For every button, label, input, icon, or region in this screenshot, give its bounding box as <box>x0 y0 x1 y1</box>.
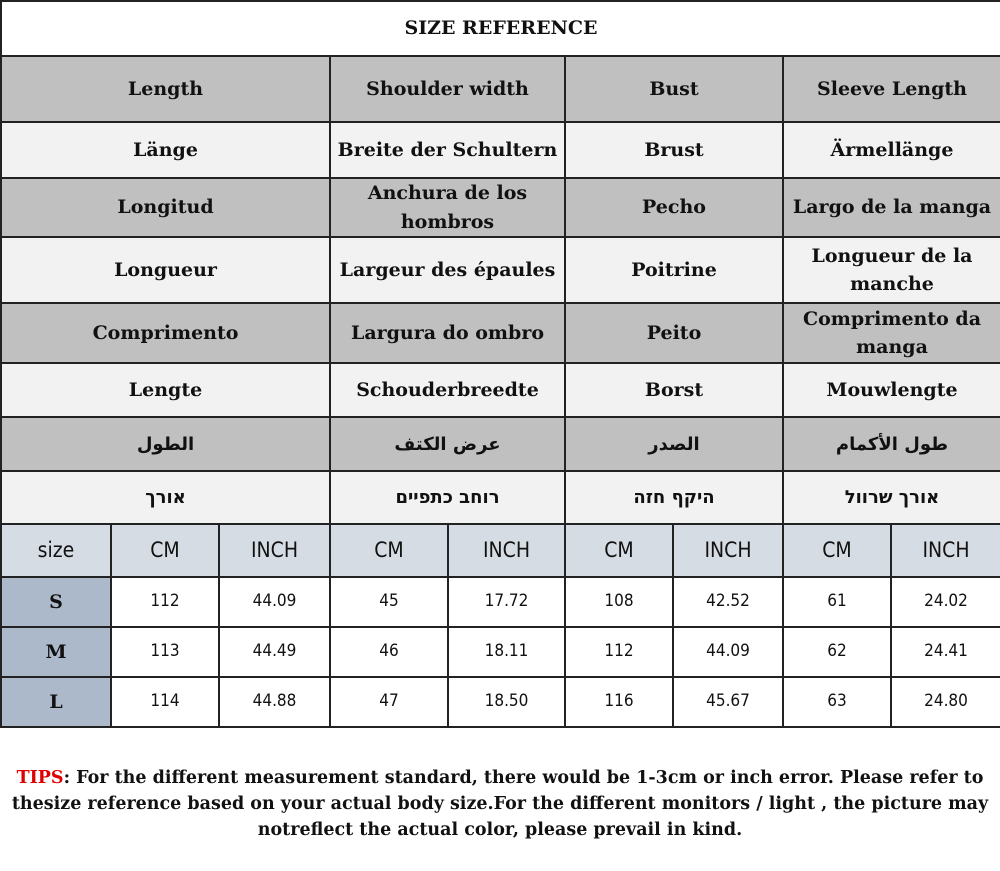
measurement-cell: 61 <box>782 576 892 628</box>
measurement-cell: 47 <box>329 676 449 728</box>
header-row: Länge Breite der Schultern Brust Ärmellänge <box>0 121 1000 179</box>
header-row: אורך רוחב כתפיים היקף חזה אורך שרוול <box>0 470 1000 525</box>
header-row: Longueur Largeur des épaules Poitrine Longu… <box>0 236 1000 304</box>
measurement-cell: 113 <box>110 626 220 678</box>
header-cell: عرض الكتف <box>329 416 566 472</box>
measurement-cell: 62 <box>782 626 892 678</box>
measurement-cell: 18.50 <box>447 676 566 728</box>
header-row: Comprimento Largura do ombro Peito Comprime… <box>0 302 1000 364</box>
measurement-cell: 44.09 <box>218 576 331 628</box>
header-cell: רוחב כתפיים <box>329 470 566 525</box>
header-cell: Longueur <box>0 236 331 304</box>
header-cell: Largeur des épaules <box>329 236 566 304</box>
chart-title: SIZE REFERENCE <box>0 0 1000 57</box>
table-row: M 113 44.49 46 18.11 112 44.09 62 24.41 <box>0 626 1000 678</box>
measurement-cell: 45 <box>329 576 449 628</box>
tips-text: : For the different measurement standard… <box>11 768 989 840</box>
header-cell: Bust <box>564 55 784 123</box>
header-row: الطول عرض الكتف الصدر طول الأكمام <box>0 416 1000 472</box>
measurement-cell: 18.11 <box>447 626 566 678</box>
header-cell: Longitud <box>0 177 331 238</box>
measurement-cell: 116 <box>564 676 674 728</box>
header-cell: Comprimento <box>0 302 331 364</box>
unit-header: CM <box>110 523 220 578</box>
unit-header: INCH <box>890 523 1000 578</box>
tips-label: TIPS <box>16 768 64 788</box>
measurement-cell: 45.67 <box>672 676 784 728</box>
unit-header: INCH <box>218 523 331 578</box>
unit-header: CM <box>329 523 449 578</box>
units-row: size CM INCH CM INCH CM INCH CM INCH <box>0 523 1000 578</box>
measurement-cell: 44.88 <box>218 676 331 728</box>
measurement-cell: 44.49 <box>218 626 331 678</box>
header-row: Length Shoulder width Bust Sleeve Length <box>0 55 1000 123</box>
header-cell: אורך <box>0 470 331 525</box>
measurement-cell: 24.02 <box>890 576 1000 628</box>
unit-header: INCH <box>672 523 784 578</box>
measurement-cell: 24.80 <box>890 676 1000 728</box>
unit-header: size <box>0 523 112 578</box>
measurement-cell: 44.09 <box>672 626 784 678</box>
header-cell: Sleeve Length <box>782 55 1000 123</box>
header-cell: Longueur de la manche <box>782 236 1000 304</box>
unit-header: CM <box>782 523 892 578</box>
size-label: S <box>0 576 112 628</box>
header-cell: Shoulder width <box>329 55 566 123</box>
header-cell: Breite der Schultern <box>329 121 566 179</box>
header-cell: Largura do ombro <box>329 302 566 364</box>
header-cell: Length <box>0 55 331 123</box>
header-row: Longitud Anchura de los hombros Pecho Largo… <box>0 177 1000 238</box>
header-cell: طول الأكمام <box>782 416 1000 472</box>
header-cell: Schouderbreedte <box>329 362 566 418</box>
unit-header: INCH <box>447 523 566 578</box>
measurement-cell: 42.52 <box>672 576 784 628</box>
tips-note: TIPS: For the different measurement stan… <box>6 765 994 843</box>
header-cell: Brust <box>564 121 784 179</box>
header-cell: الصدر <box>564 416 784 472</box>
measurement-cell: 112 <box>110 576 220 628</box>
header-cell: Mouwlengte <box>782 362 1000 418</box>
header-cell: Länge <box>0 121 331 179</box>
header-cell: Ärmellänge <box>782 121 1000 179</box>
header-cell: الطول <box>0 416 331 472</box>
measurement-cell: 24.41 <box>890 626 1000 678</box>
table-row: S 112 44.09 45 17.72 108 42.52 61 24.02 <box>0 576 1000 628</box>
table-row: L 114 44.88 47 18.50 116 45.67 63 24.80 <box>0 676 1000 728</box>
header-cell: Poitrine <box>564 236 784 304</box>
header-cell: היקף חזה <box>564 470 784 525</box>
header-cell: Anchura de los hombros <box>329 177 566 238</box>
header-cell: Pecho <box>564 177 784 238</box>
header-cell: Largo de la manga <box>782 177 1000 238</box>
header-cell: Comprimento da manga <box>782 302 1000 364</box>
header-cell: Lengte <box>0 362 331 418</box>
measurement-cell: 63 <box>782 676 892 728</box>
header-cell: אורך שרוול <box>782 470 1000 525</box>
header-row: Lengte Schouderbreedte Borst Mouwlengte <box>0 362 1000 418</box>
measurement-cell: 17.72 <box>447 576 566 628</box>
header-cell: Peito <box>564 302 784 364</box>
measurement-cell: 114 <box>110 676 220 728</box>
measurement-cell: 108 <box>564 576 674 628</box>
unit-header: CM <box>564 523 674 578</box>
size-label: L <box>0 676 112 728</box>
header-cell: Borst <box>564 362 784 418</box>
size-chart-table: SIZE REFERENCE Length Shoulder width Bust S… <box>0 0 1000 728</box>
measurement-cell: 112 <box>564 626 674 678</box>
size-label: M <box>0 626 112 678</box>
measurement-cell: 46 <box>329 626 449 678</box>
